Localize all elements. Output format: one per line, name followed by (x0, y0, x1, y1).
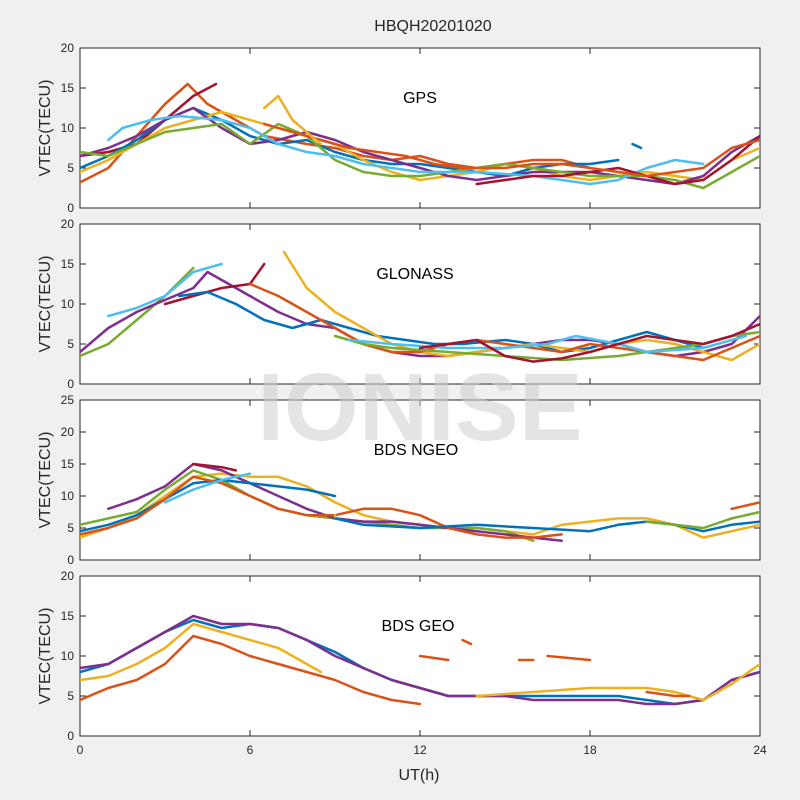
series-line-5 (192, 462, 238, 472)
y-tick-label: 10 (61, 649, 75, 663)
y-axis-label: VTEC(TECU) (37, 608, 54, 705)
series-line-6 (107, 114, 705, 186)
x-tick-label: 0 (77, 743, 84, 757)
y-tick-label: 5 (67, 521, 74, 535)
series-line-8 (546, 654, 592, 662)
panel-glonass: 0 5 10 15 20 VTEC(TECU) GLONASS (37, 217, 761, 391)
series-line-6 (163, 472, 252, 504)
series-group (80, 614, 760, 706)
y-tick-label: 20 (61, 41, 75, 55)
panel-gps: 0 5 10 15 20 VTEC(TECU) GPS (37, 41, 761, 215)
y-tick-label: 5 (67, 689, 74, 703)
series-line-1 (107, 262, 223, 318)
series-line-1 (80, 82, 218, 158)
series-line-6 (461, 638, 473, 646)
y-tick-label: 10 (61, 489, 75, 503)
panels: 0 5 10 15 20 VTEC(TECU) GPS 0 5 10 15 20 VTEC(TECU) G… (37, 41, 767, 757)
y-tick-label: 0 (67, 377, 74, 391)
watermark: IONISE (257, 354, 582, 461)
series-line-4 (177, 290, 705, 354)
series-line-3 (80, 110, 760, 182)
y-tick-label: 25 (61, 393, 75, 407)
series-line-7 (333, 517, 760, 533)
y-axis-label: VTEC(TECU) (37, 432, 54, 529)
plot-area (79, 47, 761, 209)
series-group (80, 462, 760, 543)
y-tick-label: 5 (67, 337, 74, 351)
y-tick-label: 15 (61, 457, 75, 471)
y-tick-label: 5 (67, 161, 74, 175)
y-tick-label: 0 (67, 553, 74, 567)
series-line-8 (347, 334, 748, 354)
panel-bds-ngeo: 0 5 10 15 20 25 VTEC(TECU) BDS NGEO (37, 393, 761, 567)
y-tick-label: 20 (61, 217, 75, 231)
series-line-9 (418, 322, 760, 363)
series-line-9 (262, 94, 323, 146)
x-tick-label: 24 (753, 743, 767, 757)
series-line-2 (80, 622, 323, 682)
series-line-8 (262, 122, 760, 178)
y-axis-label: VTEC(TECU) (37, 256, 54, 353)
panel-label: BDS GEO (382, 618, 455, 635)
y-tick-label: 10 (61, 121, 75, 135)
series-group (80, 82, 760, 190)
x-tick-label: 18 (583, 743, 597, 757)
y-tick-label: 15 (61, 609, 75, 623)
y-tick-label: 10 (61, 297, 75, 311)
x-axis-label: UT(h) (399, 767, 440, 784)
series-line-1 (80, 614, 760, 706)
series-line-5 (418, 654, 450, 662)
series-line-3 (163, 262, 266, 306)
panel-label: BDS NGEO (374, 442, 458, 459)
y-tick-label: 15 (61, 257, 75, 271)
series-line-3 (80, 478, 337, 533)
series-line-7 (475, 134, 760, 186)
series-line-4 (80, 106, 760, 186)
series-line-10 (631, 142, 643, 150)
panel-label: GLONASS (376, 266, 453, 283)
series-line-9 (730, 501, 760, 511)
series-line-4 (80, 475, 563, 539)
x-tick-label: 6 (247, 743, 254, 757)
series-line-6 (248, 282, 760, 362)
y-tick-label: 15 (61, 81, 75, 95)
series-group (80, 250, 760, 363)
y-axis-label: VTEC(TECU) (37, 80, 54, 177)
y-tick-label: 20 (61, 569, 75, 583)
y-tick-label: 0 (67, 729, 74, 743)
panel-label: GPS (403, 90, 437, 107)
panel-bds-geo: 0 5 10 15 20 0 6 12 18 24 VTEC(TECU) BDS GEO (37, 569, 767, 757)
series-line-3 (80, 634, 422, 706)
y-tick-label: 20 (61, 425, 75, 439)
y-tick-label: 0 (67, 201, 74, 215)
series-line-8 (645, 510, 760, 530)
series-line-4 (475, 662, 760, 702)
figure-title: HBQH20201020 (374, 18, 492, 35)
series-line-9 (645, 690, 691, 698)
x-tick-label: 12 (413, 743, 427, 757)
